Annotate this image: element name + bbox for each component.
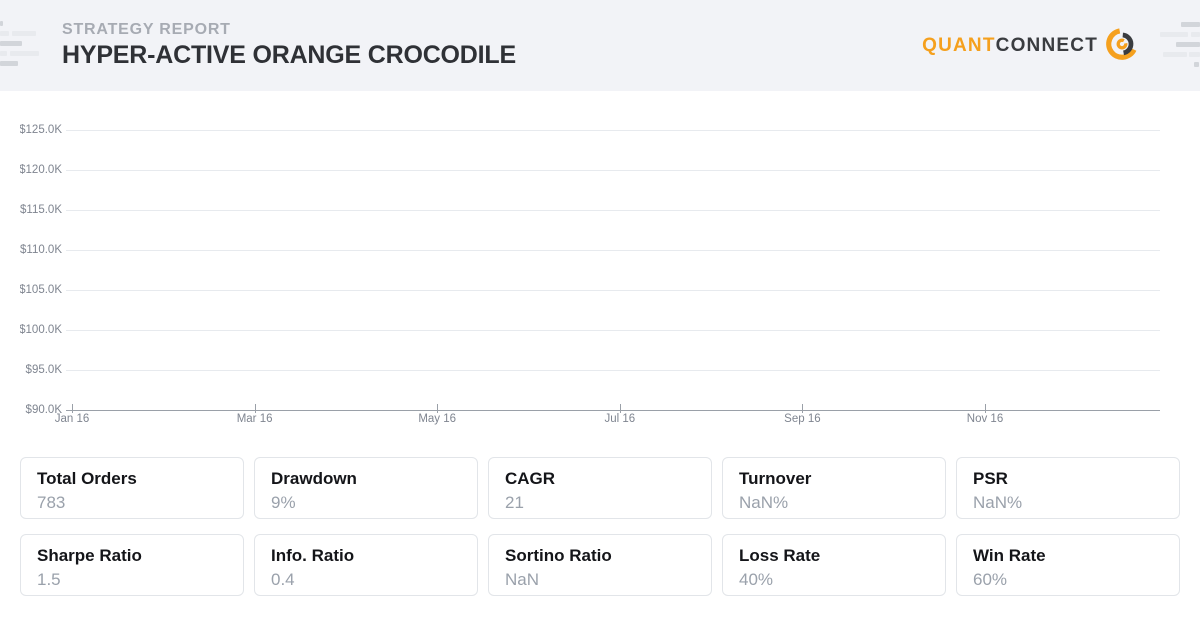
header-titles: STRATEGY REPORT HYPER-ACTIVE ORANGE CROC… bbox=[62, 20, 516, 69]
quantconnect-mark-icon bbox=[1104, 26, 1140, 67]
x-axis-tick-label: Jan 16 bbox=[54, 413, 90, 425]
y-gridline bbox=[66, 130, 1160, 131]
stat-card: Sortino Ratio NaN bbox=[488, 534, 712, 596]
y-axis-tick-label: $105.0K bbox=[20, 284, 62, 296]
x-axis-line bbox=[66, 410, 1160, 411]
decor-bar bbox=[1189, 52, 1200, 57]
report-type-label: STRATEGY REPORT bbox=[62, 21, 231, 38]
y-gridline bbox=[66, 170, 1160, 171]
page-title: HYPER-ACTIVE ORANGE CROCODILE bbox=[62, 41, 516, 69]
stat-card-value: NaN% bbox=[739, 493, 789, 512]
stats-grid: Total Orders 783 Drawdown 9% CAGR 21 Turnover N… bbox=[20, 457, 1180, 596]
stat-card-value: 1.5 bbox=[37, 570, 61, 589]
stat-card-label: Drawdown bbox=[271, 469, 357, 488]
y-axis-tick-label: $125.0K bbox=[20, 124, 62, 136]
stat-card-label: CAGR bbox=[505, 469, 556, 488]
stat-card: Total Orders 783 bbox=[20, 457, 244, 519]
stat-card: PSR NaN% bbox=[956, 457, 1180, 519]
decor-bar bbox=[1160, 32, 1188, 37]
stat-card-label: Win Rate bbox=[973, 546, 1046, 565]
decor-bar bbox=[1163, 52, 1187, 57]
x-axis-tick-label: Nov 16 bbox=[966, 413, 1004, 425]
x-axis-tick bbox=[802, 404, 804, 413]
y-axis-tick-label: $115.0K bbox=[20, 204, 62, 216]
stat-card-label: Loss Rate bbox=[739, 546, 821, 565]
x-axis-tick bbox=[437, 404, 439, 413]
stat-card: Win Rate 60% bbox=[956, 534, 1180, 596]
stat-card: Loss Rate 40% bbox=[722, 534, 946, 596]
header-decoration-right bbox=[0, 0, 1200, 91]
decor-bar bbox=[1176, 42, 1200, 47]
header-decoration-left bbox=[0, 0, 1200, 91]
y-gridline bbox=[66, 370, 1160, 371]
y-axis-tick-label: $90.0K bbox=[25, 404, 62, 416]
x-axis-tick-label: Sep 16 bbox=[784, 413, 821, 425]
x-axis-tick-label: Mar 16 bbox=[236, 413, 273, 425]
x-axis-tick bbox=[619, 404, 621, 413]
y-axis-tick-label: $100.0K bbox=[20, 324, 62, 336]
x-axis-tick-label: May 16 bbox=[418, 413, 457, 425]
stat-card: CAGR 21 bbox=[488, 457, 712, 519]
decor-bar bbox=[1181, 22, 1200, 27]
decor-bar bbox=[0, 61, 18, 66]
y-gridline bbox=[66, 290, 1160, 291]
stat-card: Drawdown 9% bbox=[254, 457, 478, 519]
x-axis-tick bbox=[254, 404, 256, 413]
decor-bar bbox=[0, 51, 7, 56]
decor-bar bbox=[12, 31, 36, 36]
stat-card-value: NaN% bbox=[973, 493, 1023, 512]
y-axis-tick-label: $95.0K bbox=[25, 364, 62, 376]
decor-bar bbox=[0, 41, 22, 46]
decor-bar bbox=[10, 51, 39, 56]
y-axis-tick-label: $110.0K bbox=[20, 244, 62, 256]
stat-card: Info. Ratio 0.4 bbox=[254, 534, 478, 596]
quantconnect-wordmark: QUANTCONNECT bbox=[922, 35, 1098, 57]
decor-bar bbox=[1191, 32, 1200, 37]
logo-connect-text: CONNECT bbox=[995, 35, 1098, 56]
x-axis-tick bbox=[985, 404, 986, 413]
y-gridline bbox=[66, 330, 1160, 331]
stat-card-value: 0.4 bbox=[271, 570, 295, 589]
stat-card: Turnover NaN% bbox=[722, 457, 946, 519]
quantconnect-logo: QUANTCONNECT bbox=[922, 27, 1140, 65]
stat-card-value: 21 bbox=[505, 493, 524, 512]
stat-card-value: 783 bbox=[37, 493, 66, 512]
stat-card-value: 9% bbox=[271, 493, 296, 512]
logo-quant-text: QUANT bbox=[922, 35, 996, 56]
decor-bar bbox=[0, 31, 9, 36]
equity-chart: $90.0K $95.0K $100.0K $105.0K $110.0K $115.0K… bbox=[20, 100, 1180, 445]
stat-card-label: Turnover bbox=[739, 469, 812, 488]
stat-card-value: NaN bbox=[505, 570, 540, 589]
y-gridline bbox=[66, 210, 1160, 211]
stat-card-label: PSR bbox=[973, 469, 1008, 488]
stat-card-value: 60% bbox=[973, 570, 1008, 589]
decor-bar bbox=[0, 21, 3, 26]
stat-card-label: Total Orders bbox=[37, 469, 137, 488]
y-gridline bbox=[66, 250, 1160, 251]
stat-card: Sharpe Ratio 1.5 bbox=[20, 534, 244, 596]
x-axis-tick-label: Jul 16 bbox=[604, 413, 636, 425]
stat-card-label: Info. Ratio bbox=[271, 546, 355, 565]
stat-card-value: 40% bbox=[739, 570, 774, 589]
y-axis-tick-label: $120.0K bbox=[20, 164, 62, 176]
x-axis-tick bbox=[72, 404, 73, 413]
stat-card-label: Sortino Ratio bbox=[505, 546, 612, 565]
stat-card-label: Sharpe Ratio bbox=[37, 546, 142, 565]
report-header: STRATEGY REPORT HYPER-ACTIVE ORANGE CROC… bbox=[0, 0, 1200, 91]
decor-bar bbox=[1194, 62, 1199, 67]
